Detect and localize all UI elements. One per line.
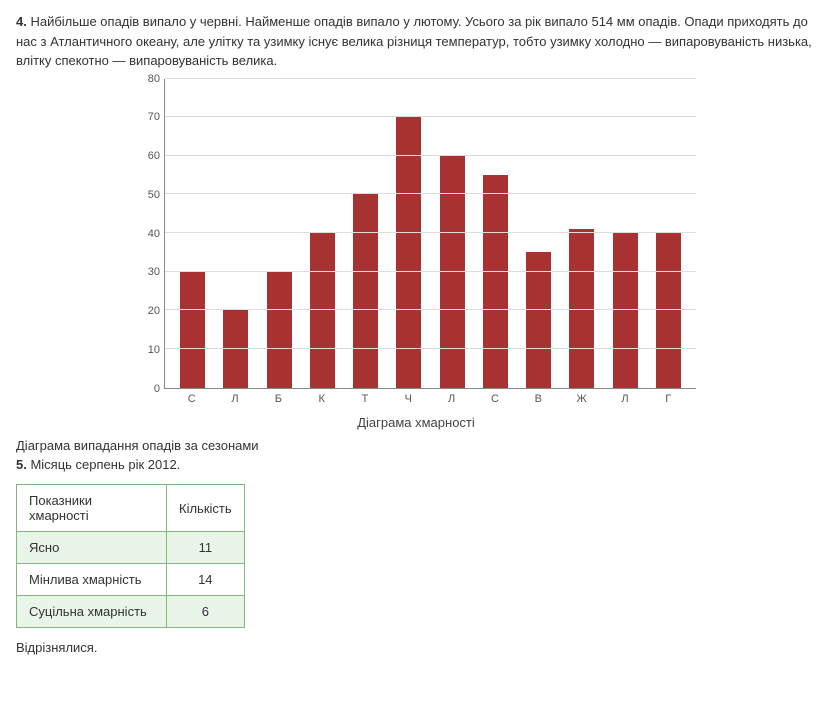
chart-area: 01020304050607080 [136,79,696,389]
y-axis: 01020304050607080 [136,79,164,389]
x-tick-label: Ж [560,393,603,405]
x-tick-label: Б [257,393,300,405]
y-tick-label: 40 [148,228,160,240]
table-row: Ясно11 [17,532,245,564]
bar-slot [604,79,647,388]
x-tick-label: Т [343,393,386,405]
y-tick-label: 10 [148,344,160,356]
table-row: Суцільна хмарність6 [17,596,245,628]
x-tick-label: Ч [387,393,430,405]
table-cell-label: Мінлива хмарність [17,564,167,596]
grid-line [165,155,696,156]
x-tick-label: Л [603,393,646,405]
bar [310,233,335,388]
x-tick-label: Л [213,393,256,405]
table-cell-value: 11 [167,532,245,564]
bar-slot [171,79,214,388]
bar-slot [344,79,387,388]
x-tick-label: С [473,393,516,405]
precipitation-chart: 01020304050607080 СЛБКТЧЛСВЖЛГ Діаграма … [136,79,696,430]
bar [223,310,248,387]
question-4-text: 4. Найбільше опадів випало у червні. Най… [16,12,816,71]
y-tick-label: 30 [148,266,160,278]
bar-slot [258,79,301,388]
table-header-indicator: Показники хмарності [17,485,167,532]
x-tick-label: Г [647,393,690,405]
table-cell-label: Суцільна хмарність [17,596,167,628]
x-tick-label: К [300,393,343,405]
grid-line [165,271,696,272]
seasons-caption: Діаграма випадання опадів за сезонами [16,438,816,453]
bar-slot [517,79,560,388]
bar-slot [214,79,257,388]
bar [440,156,465,388]
bar-slot [387,79,430,388]
bar [180,272,205,388]
y-tick-label: 80 [148,73,160,85]
footer-text: Відрізнялися. [16,640,816,655]
table-row: Мінлива хмарність14 [17,564,245,596]
table-header-count: Кількість [167,485,245,532]
table-cell-label: Ясно [17,532,167,564]
bar [483,175,508,387]
grid-line [165,348,696,349]
grid-line [165,232,696,233]
cloudiness-table: Показники хмарності Кількість Ясно11Мінл… [16,484,245,628]
bar [267,272,292,388]
bar [353,194,378,387]
x-tick-label: В [517,393,560,405]
y-tick-label: 50 [148,189,160,201]
question-5-text: 5. Місяць серпень рік 2012. [16,455,816,475]
x-tick-label: С [170,393,213,405]
bar-slot [474,79,517,388]
bar-slot [301,79,344,388]
grid-line [165,309,696,310]
grid-line [165,193,696,194]
bar [656,233,681,388]
grid-line [165,78,696,79]
chart-caption: Діаграма хмарності [136,415,696,430]
q4-body: Найбільше опадів випало у червні. Наймен… [16,14,812,68]
table-body: Ясно11Мінлива хмарність14Суцільна хмарні… [17,532,245,628]
y-tick-label: 60 [148,150,160,162]
bar [526,252,551,387]
bar [613,233,638,388]
bar-slot [560,79,603,388]
plot-area [164,79,696,389]
x-axis-labels: СЛБКТЧЛСВЖЛГ [164,389,696,405]
q5-body: Місяць серпень рік 2012. [27,457,180,472]
y-tick-label: 0 [154,383,160,395]
q4-number: 4. [16,14,27,29]
q5-number: 5. [16,457,27,472]
bars-container [165,79,696,388]
grid-line [165,116,696,117]
y-tick-label: 70 [148,111,160,123]
bar-slot [431,79,474,388]
x-tick-label: Л [430,393,473,405]
bar-slot [647,79,690,388]
table-cell-value: 6 [167,596,245,628]
table-cell-value: 14 [167,564,245,596]
y-tick-label: 20 [148,305,160,317]
